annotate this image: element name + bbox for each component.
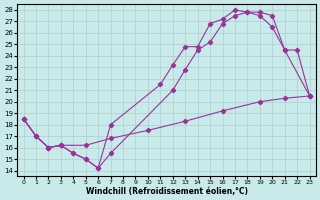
- X-axis label: Windchill (Refroidissement éolien,°C): Windchill (Refroidissement éolien,°C): [85, 187, 248, 196]
